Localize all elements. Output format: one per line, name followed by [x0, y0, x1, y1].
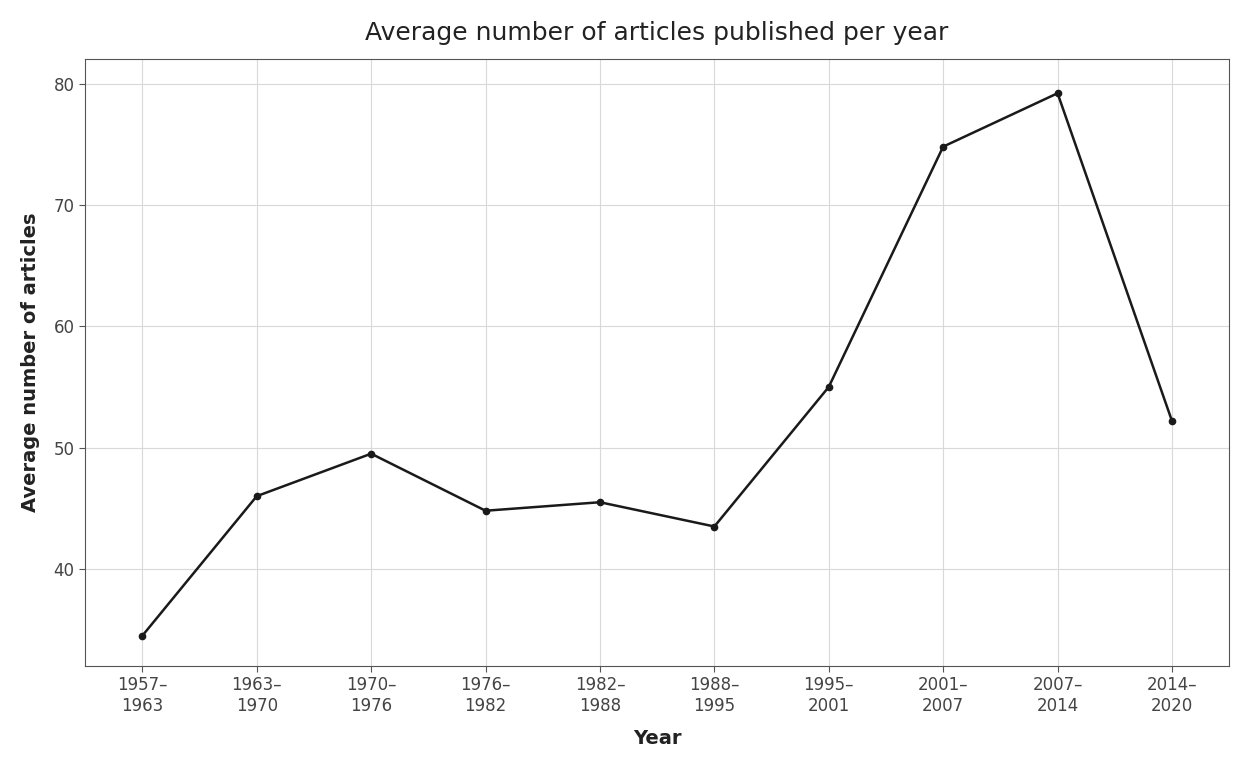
Title: Average number of articles published per year: Average number of articles published per…: [365, 21, 949, 45]
X-axis label: Year: Year: [632, 729, 681, 748]
Y-axis label: Average number of articles: Average number of articles: [21, 213, 40, 512]
